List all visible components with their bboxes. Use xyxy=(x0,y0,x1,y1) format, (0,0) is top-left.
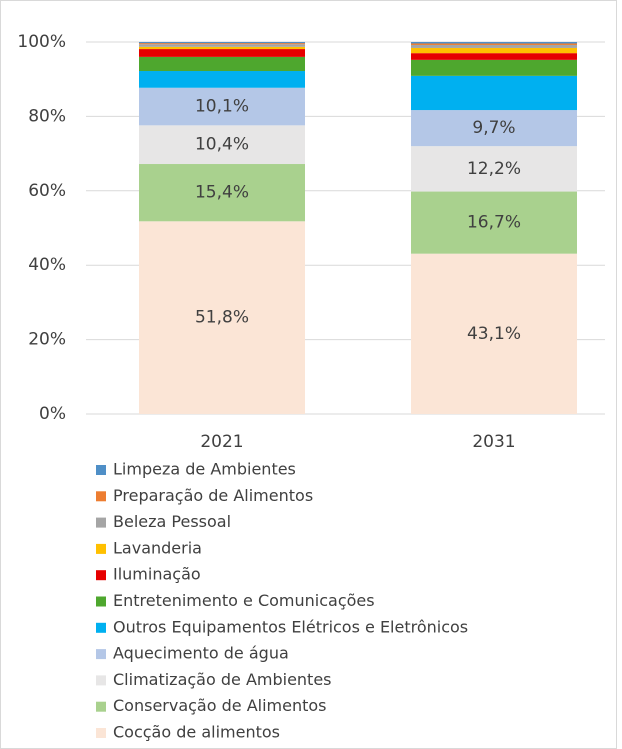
legend-swatch xyxy=(96,491,106,502)
bar-segment xyxy=(139,164,305,222)
bar-segment xyxy=(139,43,305,45)
legend-label: Climatização de Ambientes xyxy=(113,670,332,689)
value-label: 9,7% xyxy=(472,118,515,138)
value-label: 10,1% xyxy=(195,97,249,117)
y-tick-label: 0% xyxy=(39,404,66,424)
y-tick-label: 20% xyxy=(28,330,66,350)
legend-swatch xyxy=(96,675,106,686)
value-label: 10,4% xyxy=(195,135,249,155)
legend-label: Iluminação xyxy=(113,565,201,584)
legend-label: Outros Equipamentos Elétricos e Eletrôni… xyxy=(113,617,468,636)
value-label: 51,8% xyxy=(195,308,249,328)
value-label: 15,4% xyxy=(195,183,249,203)
value-label: 16,7% xyxy=(467,213,521,233)
bar-segment xyxy=(139,56,305,72)
bar-segment xyxy=(411,47,577,54)
y-tick-label: 60% xyxy=(28,181,66,201)
value-label: 12,2% xyxy=(467,159,521,179)
bar-segment xyxy=(411,110,577,147)
bar-segment xyxy=(411,191,577,254)
legend-swatch xyxy=(96,728,106,738)
bar-segment xyxy=(411,75,577,111)
legend-label: Aquecimento de água xyxy=(113,644,289,663)
bar-segment xyxy=(139,46,305,50)
legend-label: Preparação de Alimentos xyxy=(113,486,313,505)
legend-swatch xyxy=(96,649,106,660)
y-tick-label: 100% xyxy=(17,32,66,52)
bar-segment xyxy=(139,42,305,44)
legend-label: Lavanderia xyxy=(113,538,202,557)
legend-label: Beleza Pessoal xyxy=(113,512,231,531)
bar-segment xyxy=(411,146,577,192)
legend-swatch xyxy=(96,570,106,581)
bar-segment xyxy=(139,87,305,126)
bar-segment xyxy=(411,42,577,44)
legend-swatch xyxy=(96,543,106,554)
legend-swatch xyxy=(96,596,106,607)
bar-segment xyxy=(411,253,577,414)
bar-segment xyxy=(411,53,577,60)
legend-swatch xyxy=(96,465,106,475)
legend-label: Limpeza de Ambientes xyxy=(113,460,296,479)
bar-segment xyxy=(139,71,305,88)
bar-segment xyxy=(411,59,577,76)
y-tick-label: 40% xyxy=(28,255,66,275)
legend-label: Conservação de Alimentos xyxy=(113,696,327,715)
bar-segment xyxy=(139,49,305,57)
bar-segment xyxy=(139,125,305,165)
legend-swatch xyxy=(96,517,106,528)
legend-label: Entretenimento e Comunicações xyxy=(113,591,375,610)
bar-segment xyxy=(411,43,577,45)
x-tick-label: 2021 xyxy=(200,432,243,452)
y-tick-label: 80% xyxy=(28,106,66,126)
legend-swatch xyxy=(96,622,106,633)
value-label: 43,1% xyxy=(467,324,521,344)
x-tick-label: 2031 xyxy=(472,432,515,452)
bar-segment xyxy=(139,44,305,47)
legend-swatch xyxy=(96,701,106,712)
bar-segment xyxy=(139,221,305,414)
bar-segment xyxy=(411,44,577,48)
legend-label: Cocção de alimentos xyxy=(113,723,280,742)
